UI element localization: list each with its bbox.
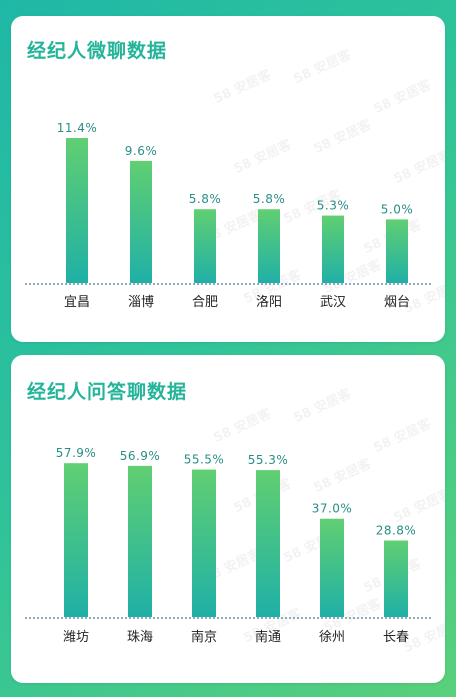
- bar-烟台: [386, 219, 408, 283]
- bar-长春: [384, 540, 408, 617]
- bar-珠海: [128, 465, 152, 617]
- tick-label: 武汉: [320, 295, 346, 310]
- data-label: 5.8%: [189, 192, 222, 206]
- bar-chart-qa: 57.9% 潍坊 56.9% 珠海 55.5% 南京 55.3% 南通 37.0% 徐州 28.8%…: [25, 446, 431, 645]
- tick-label: 洛阳: [256, 295, 282, 310]
- data-label: 57.9%: [56, 446, 97, 460]
- data-label: 9.6%: [125, 144, 158, 158]
- bar-宜昌: [66, 137, 88, 283]
- data-label: 37.0%: [312, 502, 353, 516]
- bar-合肥: [194, 209, 216, 283]
- tick-label: 珠海: [127, 630, 153, 645]
- bar-淄博: [130, 160, 152, 283]
- bar-chart-wechat: 11.4% 宜昌 9.6% 淄博 5.8% 合肥 5.8% 洛阳 5.3% 武汉 5.0% 烟台: [25, 121, 431, 310]
- data-label: 28.8%: [376, 524, 417, 538]
- bar-徐州: [320, 518, 344, 617]
- data-label: 55.5%: [184, 453, 225, 467]
- tick-label: 长春: [383, 630, 409, 645]
- bar-潍坊: [64, 463, 88, 617]
- data-label: 5.3%: [317, 199, 350, 213]
- data-label: 55.3%: [248, 453, 289, 467]
- data-label: 5.0%: [381, 202, 414, 216]
- tick-label: 合肥: [192, 295, 218, 310]
- chart-title: 经纪人问答聊数据: [27, 381, 188, 403]
- bar-洛阳: [258, 209, 280, 283]
- bar-武汉: [322, 215, 344, 283]
- chart-title: 经纪人微聊数据: [27, 40, 168, 62]
- tick-label: 烟台: [384, 295, 410, 310]
- data-label: 5.8%: [253, 192, 286, 206]
- bar-南通: [256, 470, 280, 617]
- tick-label: 淄博: [128, 295, 154, 310]
- tick-label: 徐州: [319, 630, 345, 645]
- tick-label: 潍坊: [63, 630, 89, 645]
- tick-label: 宜昌: [64, 295, 90, 310]
- bar-南京: [192, 469, 216, 617]
- tick-label: 南通: [255, 629, 281, 645]
- tick-label: 南京: [191, 629, 217, 645]
- data-label: 11.4%: [57, 121, 98, 135]
- data-label: 56.9%: [120, 449, 161, 463]
